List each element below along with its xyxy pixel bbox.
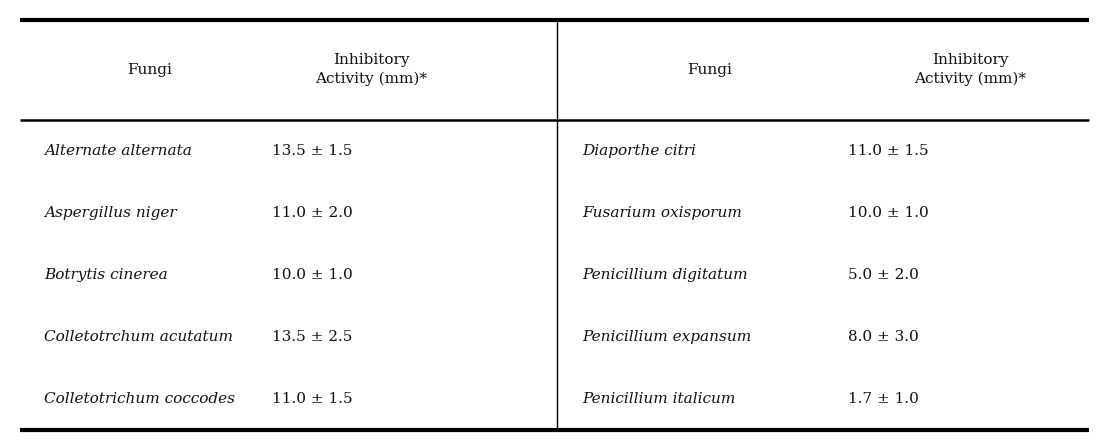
Text: 8.0 ± 3.0: 8.0 ± 3.0 [848,330,919,344]
Text: Fungi: Fungi [688,63,732,77]
Text: Alternate alternata: Alternate alternata [44,144,192,158]
Text: Aspergillus niger: Aspergillus niger [44,206,177,220]
Text: Botrytis cinerea: Botrytis cinerea [44,268,169,282]
Text: 11.0 ± 1.5: 11.0 ± 1.5 [272,392,353,406]
Text: 13.5 ± 1.5: 13.5 ± 1.5 [272,144,352,158]
Text: 11.0 ± 2.0: 11.0 ± 2.0 [272,206,353,220]
Text: Penicillium expansum: Penicillium expansum [582,330,752,344]
Text: 1.7 ± 1.0: 1.7 ± 1.0 [848,392,919,406]
Text: Fusarium oxisporum: Fusarium oxisporum [582,206,742,220]
Text: Fungi: Fungi [128,63,172,77]
Text: Inhibitory
Activity (mm)*: Inhibitory Activity (mm)* [915,53,1026,87]
Text: 10.0 ± 1.0: 10.0 ± 1.0 [272,268,353,282]
Text: 10.0 ± 1.0: 10.0 ± 1.0 [848,206,929,220]
Text: Inhibitory
Activity (mm)*: Inhibitory Activity (mm)* [316,53,427,87]
Text: Colletotrchum acutatum: Colletotrchum acutatum [44,330,233,344]
Text: Colletotrichum coccodes: Colletotrichum coccodes [44,392,235,406]
Text: 11.0 ± 1.5: 11.0 ± 1.5 [848,144,929,158]
Text: Penicillium italicum: Penicillium italicum [582,392,735,406]
Text: 13.5 ± 2.5: 13.5 ± 2.5 [272,330,352,344]
Text: Diaporthe citri: Diaporthe citri [582,144,696,158]
Text: 5.0 ± 2.0: 5.0 ± 2.0 [848,268,919,282]
Text: Penicillium digitatum: Penicillium digitatum [582,268,747,282]
